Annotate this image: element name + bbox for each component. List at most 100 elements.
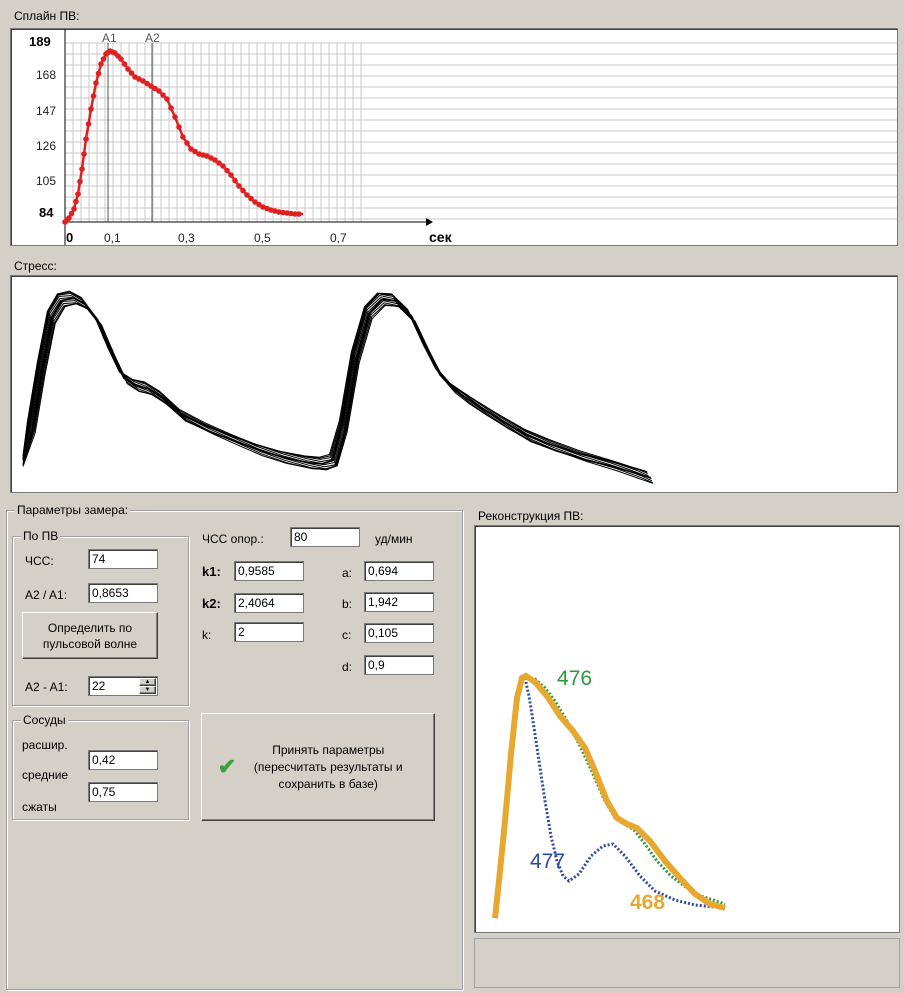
constricted-field[interactable]: 0,75 (88, 782, 158, 802)
spline-point (100, 56, 107, 62)
y-tick-126: 126 (36, 139, 56, 153)
d-label: d: (342, 660, 353, 674)
series-468-curve (492, 672, 726, 919)
spline-chart: 189 168 147 126 105 84 0 0,1 0,3 0,5 0,7… (29, 29, 897, 245)
spline-point (121, 61, 128, 67)
spline-point (160, 92, 166, 98)
x-tick-0-1: 0,1 (104, 231, 121, 245)
reconstruction-chart: 476 477 468 (492, 667, 726, 919)
spline-point (95, 70, 102, 77)
params-group-title: Параметры замера: (15, 503, 131, 517)
k2-field[interactable]: 2,4064 (234, 593, 304, 613)
spline-point (75, 191, 81, 197)
stress-chart-panel (10, 275, 898, 493)
hr-field[interactable]: 74 (88, 549, 158, 569)
reconstruction-title: Реконструкция ПВ: (478, 509, 584, 523)
x-axis-arrow-icon (426, 218, 433, 226)
accept-params-button[interactable]: ✔ Принять параметры (пересчитать результ… (201, 713, 435, 821)
c-field[interactable]: 0,105 (364, 623, 434, 643)
spline-point (164, 96, 170, 102)
params-group: Параметры замера: (6, 503, 463, 990)
medium-label: средние (22, 768, 69, 782)
c-label: c: (342, 628, 352, 642)
k1-label: k1: (202, 564, 221, 579)
reconstruction-panel: 476 477 468 (474, 525, 900, 933)
po-pv-title: По ПВ (21, 529, 61, 543)
a-label: a: (342, 566, 353, 580)
spline-point (216, 160, 222, 166)
spline-point (128, 70, 135, 76)
x-tick-0-3: 0,3 (178, 231, 195, 245)
series-477-curve (493, 675, 726, 919)
ratio-field[interactable]: 0,8653 (88, 583, 158, 603)
spline-point (68, 210, 75, 217)
b-label: b: (342, 597, 353, 611)
accept-params-label: Принять параметры (пересчитать результат… (253, 742, 403, 791)
k-field[interactable]: 2 (234, 622, 304, 642)
spline-point (212, 157, 218, 163)
stress-waveform (22, 294, 648, 474)
spline-points (62, 48, 302, 225)
spline-point (66, 215, 72, 221)
stress-chart (22, 290, 654, 484)
x-tick-0-7: 0,7 (330, 231, 347, 245)
spline-point (220, 163, 226, 169)
hr-ref-field[interactable]: 80 (290, 527, 360, 547)
series-477-label: 477 (530, 850, 565, 873)
k-label: k: (202, 628, 212, 642)
ratio-label: A2 / A1: (25, 588, 68, 602)
spline-point (77, 178, 83, 185)
spline-point (188, 146, 194, 152)
spline-point (292, 211, 298, 217)
status-box (474, 938, 900, 988)
spline-point (88, 106, 94, 112)
spline-point (148, 83, 154, 89)
spline-point (224, 167, 230, 174)
stepper-down-icon[interactable]: ▼ (139, 686, 156, 694)
vessels-title: Сосуды (21, 713, 68, 727)
spline-point (180, 134, 186, 140)
spline-point (256, 201, 262, 208)
x-unit-label: сек (429, 229, 453, 245)
hr-label: ЧСС: (25, 554, 54, 568)
stress-title: Стресс: (14, 259, 57, 273)
series-476-curve (493, 674, 726, 919)
spline-point (98, 61, 104, 67)
spline-point (228, 172, 234, 178)
y-tick-105: 105 (36, 174, 56, 188)
spline-point (232, 177, 238, 184)
vessels-group: Сосуды (12, 713, 189, 820)
stepper-up-icon[interactable]: ▲ (139, 678, 156, 686)
spline-point (73, 198, 79, 205)
medium-field[interactable]: 0,42 (88, 750, 158, 770)
diff-label: A2 - A1: (25, 680, 68, 694)
d-field[interactable]: 0,9 (364, 655, 434, 675)
spline-point (236, 183, 242, 189)
marker-a2-label: A2 (145, 31, 160, 45)
spline-point (125, 66, 131, 72)
spline-point (79, 166, 85, 172)
detect-by-pulse-wave-button[interactable]: Определить по пульсовой волне (22, 612, 158, 659)
spline-point (240, 187, 246, 194)
spline-point (244, 192, 250, 198)
spline-point (192, 148, 198, 155)
dilated-label: расшир. (22, 738, 68, 752)
k1-field[interactable]: 0,9585 (234, 561, 304, 581)
y-tick-189: 189 (29, 34, 51, 49)
checkmark-icon: ✔ (217, 754, 237, 779)
spline-point (184, 140, 190, 146)
x-tick-0: 0 (66, 230, 73, 245)
spline-point (71, 206, 77, 212)
stress-waveforms (22, 290, 654, 484)
constricted-label: сжаты (22, 800, 57, 814)
b-field[interactable]: 1,942 (364, 592, 434, 612)
a-field[interactable]: 0,694 (364, 561, 434, 581)
spline-chart-panel: 189 168 147 126 105 84 0 0,1 0,3 0,5 0,7… (10, 28, 898, 246)
stress-waveform (22, 291, 647, 472)
spline-point (252, 199, 258, 205)
spline-title: Сплайн ПВ: (14, 9, 80, 23)
y-tick-168: 168 (36, 68, 56, 82)
spline-point (140, 78, 146, 84)
spline-point (296, 211, 302, 217)
series-476-label: 476 (557, 667, 592, 690)
